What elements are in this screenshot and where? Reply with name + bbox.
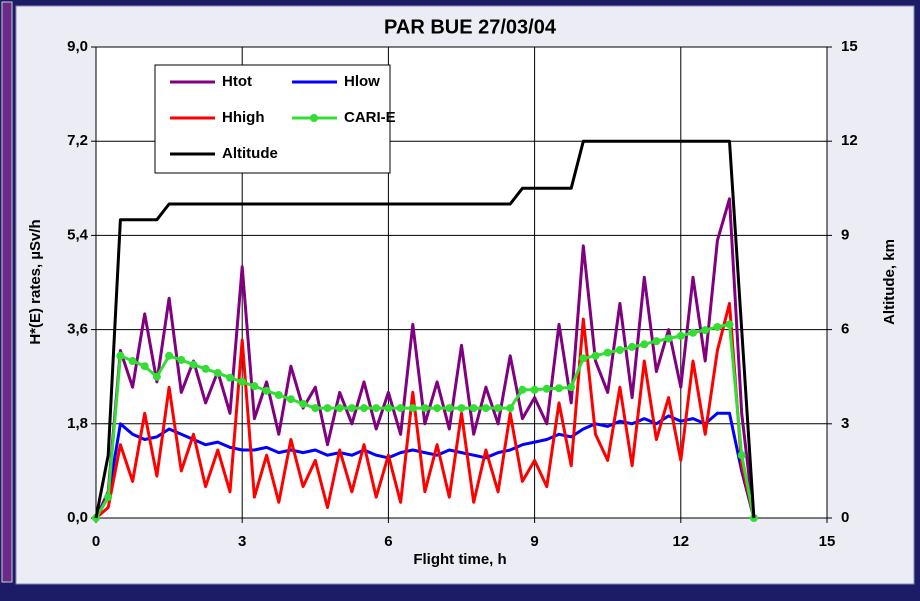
y2-axis-label: Altitude, km: [881, 239, 898, 325]
y2-tick-label: 15: [841, 38, 858, 55]
chart-title: PAR BUE 27/03/04: [384, 16, 557, 38]
series-marker: [664, 334, 673, 343]
series-marker: [445, 404, 454, 413]
legend: Htot Hlow Hhigh CARI-E Altitude: [154, 64, 396, 174]
series-marker: [737, 451, 746, 460]
series-marker: [713, 322, 722, 331]
y2-tick-label: 6: [841, 321, 849, 338]
x-tick-label: 3: [238, 533, 246, 550]
series-marker: [457, 404, 466, 413]
series-marker: [579, 354, 588, 363]
series-marker: [360, 404, 369, 413]
series-marker: [323, 404, 332, 413]
y-tick-label: 1,8: [67, 415, 88, 432]
series-marker: [226, 373, 235, 382]
series-marker: [603, 348, 612, 357]
x-tick-label: 0: [92, 533, 100, 550]
x-tick-label: 9: [530, 533, 538, 550]
series-marker: [311, 404, 320, 413]
y-tick-label: 9,0: [67, 38, 88, 55]
y2-tick-label: 0: [841, 509, 849, 526]
series-marker: [116, 351, 125, 360]
series-line: [95, 301, 756, 520]
series-marker: [372, 404, 381, 413]
series-marker: [104, 493, 113, 502]
series-marker: [615, 346, 624, 355]
y-tick-label: 0,0: [67, 509, 88, 526]
series-marker: [152, 372, 161, 381]
series-marker: [335, 404, 344, 413]
series-marker: [250, 382, 259, 391]
y2-tick-label: 9: [841, 226, 849, 243]
series-marker: [347, 404, 356, 413]
x-axis-label: Flight time, h: [413, 551, 506, 568]
series-marker: [433, 404, 442, 413]
series-marker: [554, 384, 563, 393]
y-tick-label: 7,2: [67, 132, 88, 149]
series-marker: [274, 391, 283, 400]
legend-marker: [310, 114, 318, 122]
side-strip: [1, 1, 13, 583]
series-marker: [567, 383, 576, 392]
series-marker: [189, 360, 198, 369]
series-marker: [140, 362, 149, 371]
x-tick-label: 15: [819, 533, 836, 550]
series-marker: [701, 326, 710, 335]
series-marker: [725, 320, 734, 329]
legend-label: Htot: [222, 73, 252, 90]
series-marker: [591, 351, 600, 360]
series-marker: [286, 395, 295, 404]
y2-tick-label: 3: [841, 415, 849, 432]
series-marker: [384, 404, 393, 413]
series-marker: [213, 369, 222, 378]
series-marker: [628, 342, 637, 351]
series-marker: [506, 404, 515, 413]
y-axis-label: H*(E) rates, µSv/h: [27, 219, 44, 344]
series-marker: [396, 404, 405, 413]
series-marker: [165, 351, 174, 360]
series-marker: [262, 386, 271, 395]
series-marker: [481, 404, 490, 413]
series-marker: [408, 404, 417, 413]
series-marker: [201, 364, 210, 373]
series-marker: [177, 355, 186, 364]
legend-label: CARI-E: [344, 109, 396, 126]
series-marker: [542, 384, 551, 393]
series-marker: [640, 340, 649, 349]
legend-label: Hlow: [344, 73, 380, 90]
series-line: [94, 139, 756, 519]
series-line: [94, 197, 756, 519]
series-marker: [469, 404, 478, 413]
series-marker: [518, 385, 527, 394]
legend-label: Hhigh: [222, 109, 265, 126]
series-marker: [494, 404, 503, 413]
series-marker: [238, 377, 247, 386]
series-marker: [128, 357, 137, 365]
series-marker: [299, 399, 308, 408]
y-tick-label: 5,4: [67, 226, 89, 243]
series-marker: [530, 385, 539, 394]
y-tick-label: 3,6: [67, 321, 88, 338]
x-tick-label: 12: [672, 533, 689, 550]
y2-tick-label: 12: [841, 132, 858, 149]
series-marker: [676, 331, 685, 340]
series-line: [94, 411, 756, 519]
legend-label: Altitude: [222, 145, 278, 162]
series-marker: [688, 328, 697, 337]
series-marker: [420, 404, 429, 413]
x-tick-label: 6: [384, 533, 392, 550]
series-marker: [652, 337, 661, 346]
